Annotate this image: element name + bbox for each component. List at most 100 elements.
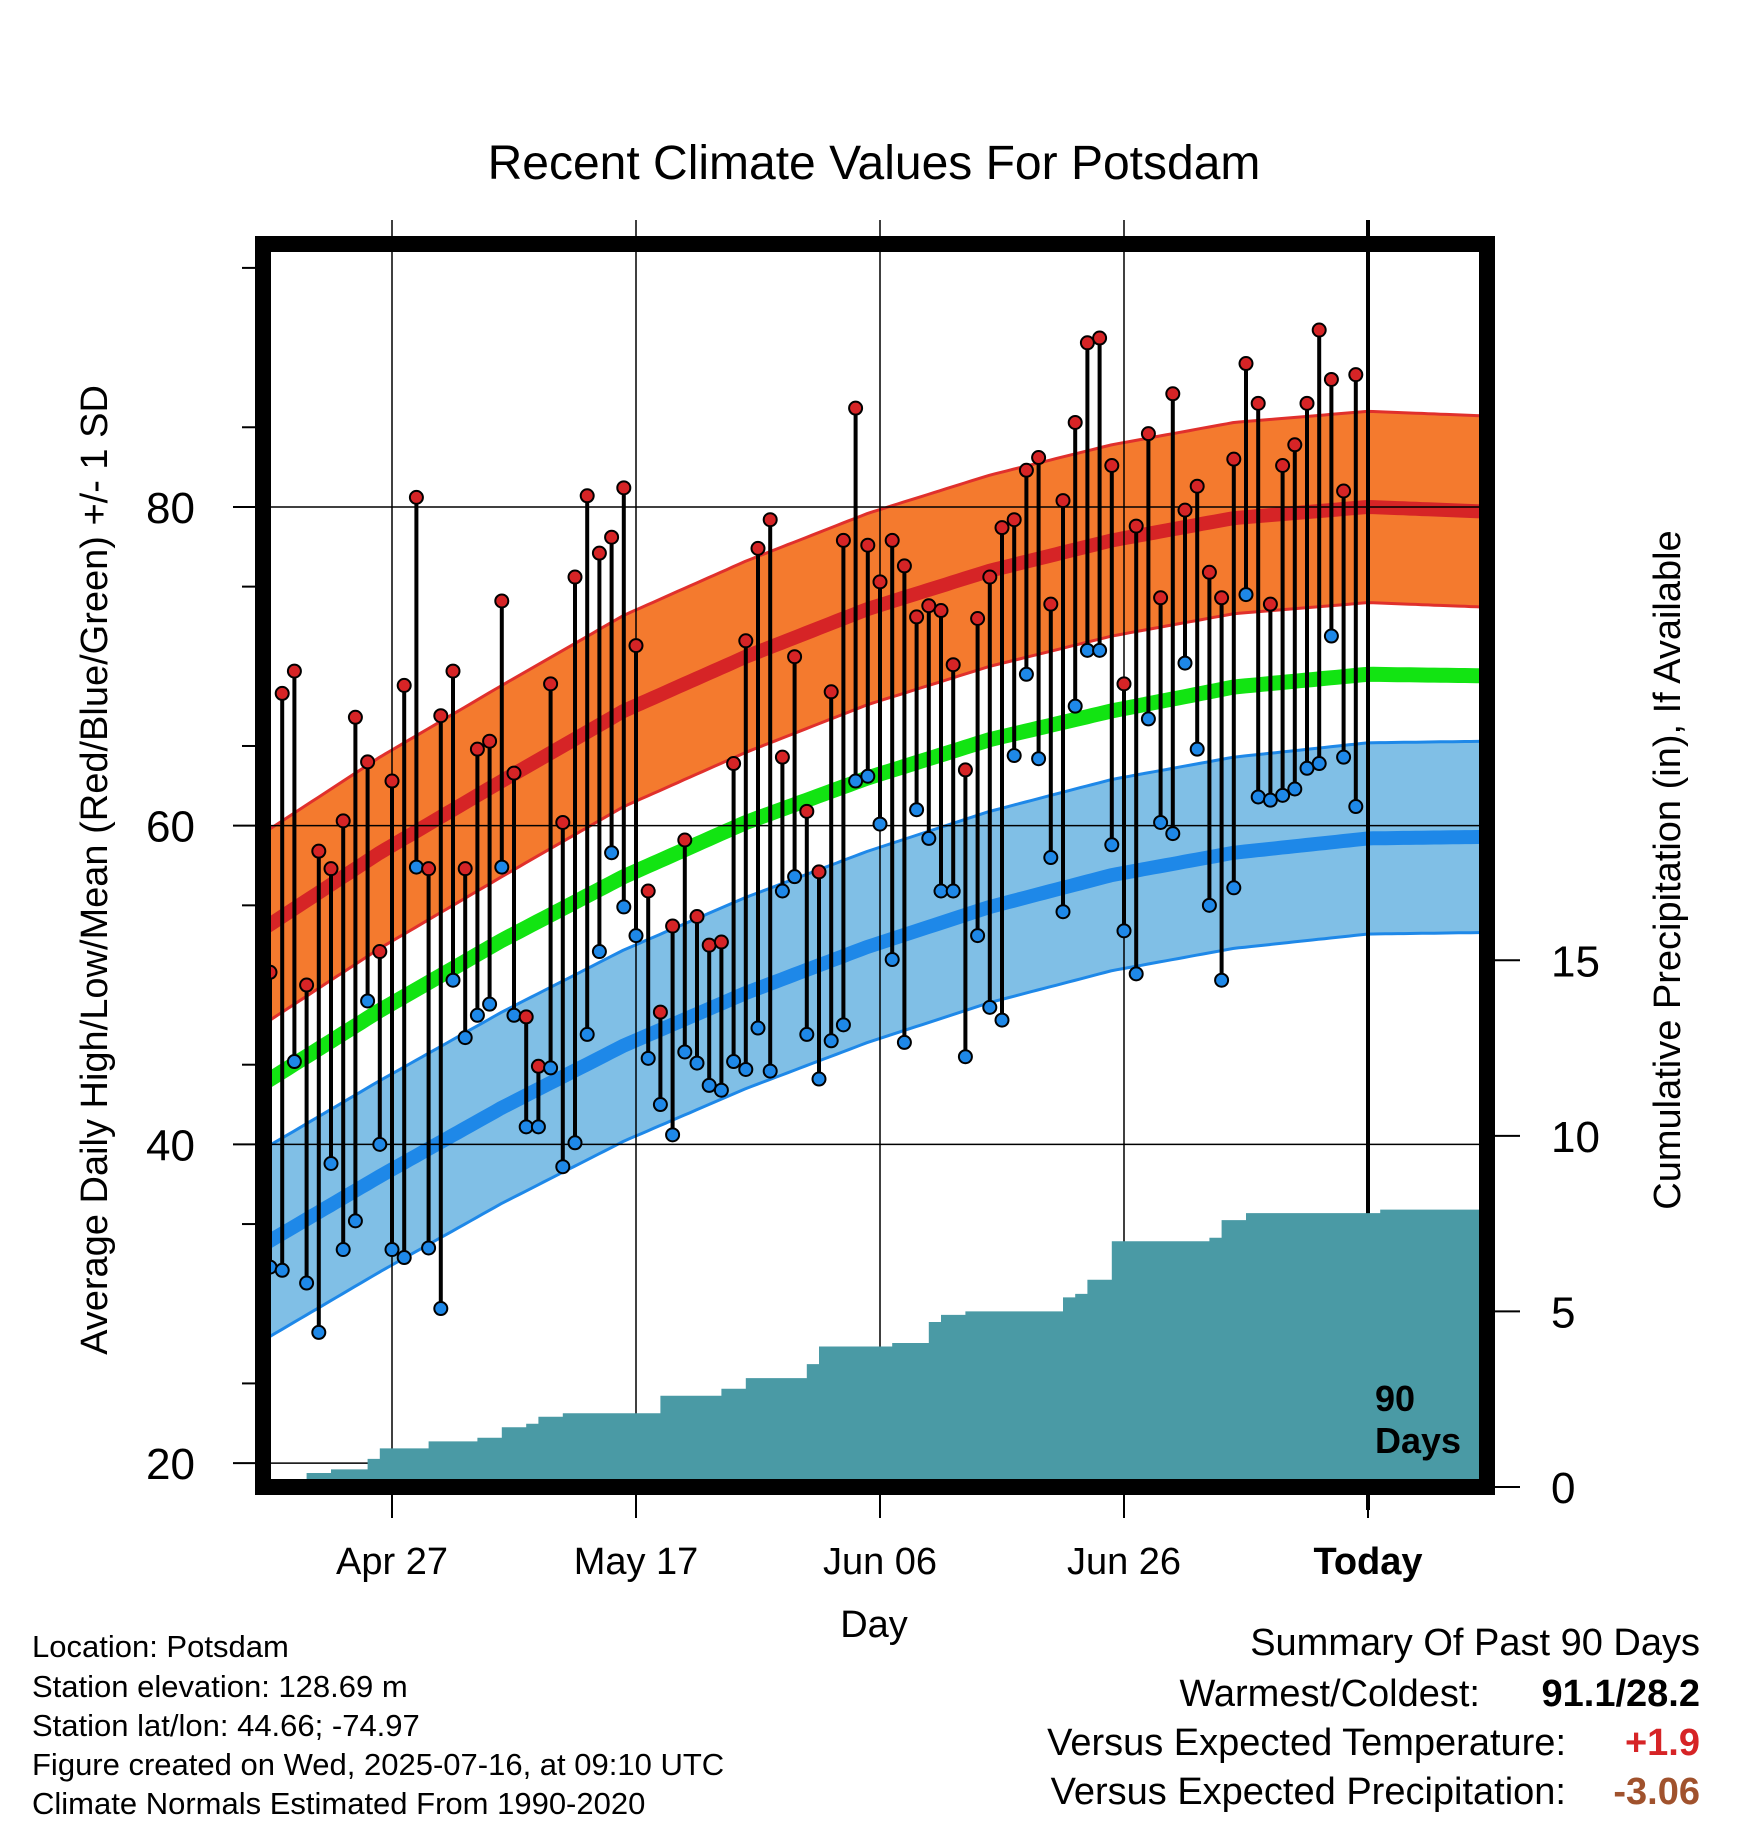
obs-low-point	[1128, 966, 1144, 982]
obs-high-point	[372, 944, 388, 960]
obs-low-point	[1214, 972, 1230, 988]
obs-high-point	[738, 633, 754, 649]
obs-low-point	[848, 773, 864, 789]
obs-low-point	[1006, 748, 1022, 764]
obs-low-point	[335, 1242, 351, 1258]
obs-high-point	[1128, 518, 1144, 534]
obs-high-point	[579, 488, 595, 504]
precip-vs-expected-label: Versus Expected Precipitation:	[1050, 1771, 1566, 1813]
obs-low-point	[1104, 837, 1120, 853]
obs-low-point	[616, 899, 632, 915]
obs-low-point	[1177, 655, 1193, 671]
y2-tick-label: 15	[1551, 937, 1600, 986]
obs-low-point	[665, 1127, 681, 1143]
obs-high-point	[628, 638, 644, 654]
obs-low-point	[860, 768, 876, 784]
obs-high-point	[970, 610, 986, 626]
obs-low-point	[1275, 787, 1291, 803]
x-tick-label: May 17	[574, 1541, 699, 1583]
cumulative-precip-area	[270, 1209, 1490, 1487]
obs-high-point	[1104, 458, 1120, 474]
obs-low-point	[1055, 904, 1071, 920]
window-label-line1: 90	[1375, 1378, 1415, 1419]
obs-high-point	[567, 569, 583, 585]
obs-low-point	[445, 972, 461, 988]
obs-high-point	[323, 861, 339, 877]
obs-low-point	[274, 1262, 290, 1278]
obs-low-point	[921, 830, 937, 846]
obs-high-point	[1092, 330, 1108, 346]
high-sd-band	[263, 411, 1483, 1025]
obs-high-point	[274, 685, 290, 701]
obs-low-point	[835, 1017, 851, 1033]
y-tick-label: 60	[146, 803, 195, 852]
obs-low-point	[1238, 587, 1254, 603]
obs-low-point	[1043, 850, 1059, 866]
obs-high-point	[433, 708, 449, 724]
obs-low-point	[421, 1240, 437, 1256]
obs-low-point	[762, 1063, 778, 1079]
obs-high-point	[1165, 386, 1181, 402]
obs-high-point	[1116, 676, 1132, 692]
obs-low-point	[1299, 760, 1315, 776]
window-label-line2: Days	[1375, 1420, 1461, 1461]
obs-high-point	[665, 918, 681, 934]
obs-high-point	[1067, 414, 1083, 430]
obs-high-point	[823, 684, 839, 700]
obs-low-point	[469, 1007, 485, 1023]
x-tick-label: Jun 26	[1067, 1541, 1181, 1583]
obs-low-point	[579, 1026, 595, 1042]
obs-low-point	[1189, 741, 1205, 757]
summary-title: Summary Of Past 90 Days	[1250, 1622, 1700, 1664]
obs-high-point	[506, 765, 522, 781]
obs-low-point	[1165, 826, 1181, 842]
obs-low-point	[811, 1071, 827, 1087]
obs-low-point	[1201, 897, 1217, 913]
obs-high-point	[1189, 478, 1205, 494]
obs-high-point	[311, 843, 327, 859]
obs-high-point	[482, 733, 498, 749]
obs-high-point	[640, 883, 656, 899]
frame-rect	[255, 236, 1495, 1495]
obs-low-point	[299, 1275, 315, 1291]
obs-low-point	[945, 883, 961, 899]
y2-tick-label: 0	[1551, 1464, 1575, 1513]
obs-high-point	[1177, 502, 1193, 518]
obs-low-point	[689, 1055, 705, 1071]
obs-low-point	[286, 1054, 302, 1070]
obs-high-point	[604, 529, 620, 545]
x-tick-label: Jun 06	[823, 1541, 937, 1583]
obs-high-point	[872, 574, 888, 590]
obs-high-point	[616, 480, 632, 496]
y-axis-label: Average Daily High/Low/Mean (Red/Blue/Gr…	[74, 385, 116, 1355]
obs-high-point	[945, 657, 961, 673]
obs-low-point	[360, 993, 376, 1009]
obs-low-point	[408, 859, 424, 875]
obs-low-point	[640, 1050, 656, 1066]
plot-frame	[255, 236, 1495, 1495]
normal-low-line	[259, 829, 1484, 1251]
obs-low-point	[372, 1136, 388, 1152]
obs-high-point	[1153, 590, 1169, 606]
footer-location: Location: Potsdam	[32, 1629, 289, 1664]
normal-bands	[259, 409, 1484, 1342]
obs-high-point	[1348, 367, 1364, 383]
temp-vs-expected-value: +1.9	[1624, 1722, 1700, 1764]
obs-low-point	[323, 1156, 339, 1172]
obs-low-point	[555, 1159, 571, 1175]
obs-low-point	[701, 1077, 717, 1093]
observations	[262, 322, 1364, 1340]
obs-low-point	[1153, 814, 1169, 830]
obs-high-point	[530, 1058, 546, 1074]
obs-low-point	[750, 1020, 766, 1036]
obs-high-point	[1287, 437, 1303, 453]
obs-low-point	[433, 1301, 449, 1317]
obs-low-point	[1067, 698, 1083, 714]
low-sd-lower-edge	[262, 931, 1484, 1342]
y-tick-label: 80	[146, 484, 195, 533]
warmest-coldest-label: Warmest/Coldest:	[1179, 1673, 1480, 1715]
obs-high-point	[909, 609, 925, 625]
obs-low-point	[628, 928, 644, 944]
y2-axis-label: Cumulative Precipitation (in), If Availa…	[1647, 530, 1689, 1209]
obs-low-point	[591, 944, 607, 960]
